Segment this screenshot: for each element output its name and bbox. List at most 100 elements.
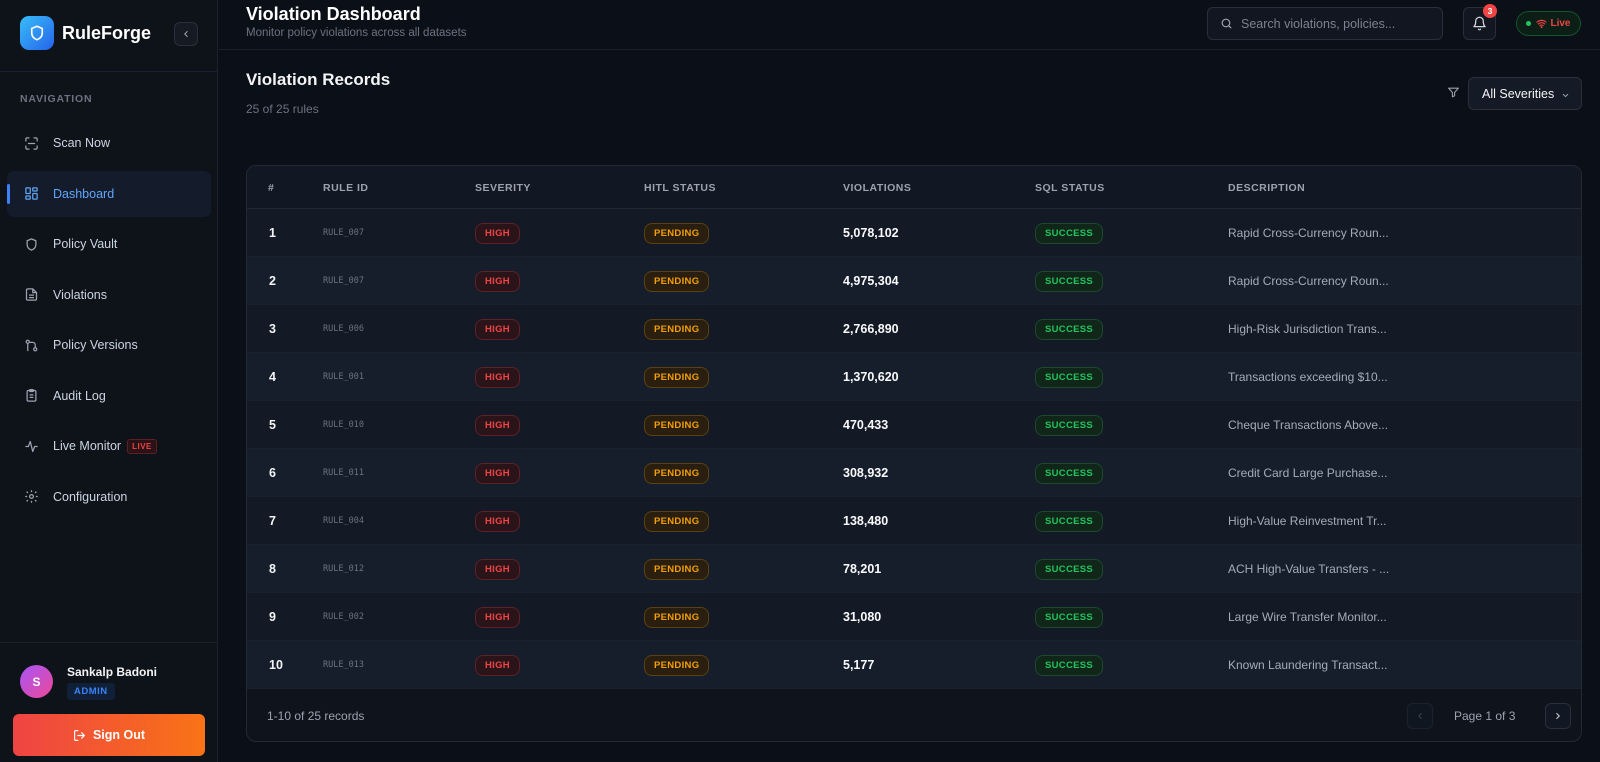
table-cell: HIGH	[475, 305, 520, 353]
table-cell: RULE_001	[323, 353, 364, 401]
user-role-badge: ADMIN	[67, 683, 115, 700]
column-header-number[interactable]: #	[268, 182, 275, 194]
prev-page-button[interactable]	[1407, 703, 1433, 729]
table-row[interactable]: 9 RULE_002 HIGH PENDING 31,080 SUCCESS Large W…	[247, 593, 1581, 641]
violations-count: 31,080	[843, 610, 882, 624]
rule-description: Known Laundering Transact...	[1228, 658, 1388, 672]
collapse-sidebar-button[interactable]	[174, 22, 198, 46]
rule-description: ACH High-Value Transfers - ...	[1228, 562, 1390, 576]
table-footer: 1-10 of 25 records Page 1 of 3	[247, 690, 1581, 741]
table-row[interactable]: 8 RULE_012 HIGH PENDING 78,201 SUCCESS ACH Hig…	[247, 545, 1581, 593]
table-row[interactable]: 10 RULE_013 HIGH PENDING 5,177 SUCCESS Known L…	[247, 641, 1581, 689]
table-cell: PENDING	[644, 209, 710, 257]
table-row[interactable]: 2 RULE_007 HIGH PENDING 4,975,304 SUCCESS Rapi…	[247, 257, 1581, 305]
notification-count-badge: 3	[1483, 4, 1497, 18]
violations-count: 4,975,304	[843, 274, 899, 288]
column-header-sql-status[interactable]: SQL STATUS	[1035, 182, 1105, 194]
table-cell: PENDING	[644, 449, 710, 497]
filter-icon	[1447, 86, 1460, 104]
git-branch-icon	[23, 337, 39, 353]
table-cell: PENDING	[644, 305, 710, 353]
live-label: Live	[1550, 18, 1571, 29]
live-status-indicator[interactable]: Live	[1516, 11, 1581, 36]
severity-filter-value: All Severities	[1482, 86, 1555, 101]
violations-count: 2,766,890	[843, 322, 899, 336]
topbar: Violation Dashboard Monitor policy viola…	[219, 0, 1600, 50]
divider	[0, 71, 218, 72]
violations-count: 5,078,102	[843, 226, 899, 240]
rule-id: RULE_010	[323, 420, 364, 430]
table-cell: SUCCESS	[1035, 401, 1104, 449]
table-header: # RULE ID SEVERITY HITL STATUS VIOLATION…	[247, 166, 1581, 209]
hitl-status-badge: PENDING	[644, 558, 710, 580]
table-cell: PENDING	[644, 497, 710, 545]
table-cell: SUCCESS	[1035, 449, 1104, 497]
section-subtitle: 25 of 25 rules	[246, 102, 319, 116]
page-subtitle: Monitor policy violations across all dat…	[246, 27, 467, 39]
rule-id: RULE_001	[323, 372, 364, 382]
search-box[interactable]	[1207, 7, 1443, 40]
hitl-status-badge: PENDING	[644, 654, 710, 676]
table-row[interactable]: 6 RULE_011 HIGH PENDING 308,932 SUCCESS Credit…	[247, 449, 1581, 497]
violations-count: 5,177	[843, 658, 875, 672]
row-number: 7	[269, 514, 276, 528]
brand[interactable]: RuleForge	[20, 16, 198, 50]
table-cell: High-Value Reinvestment Tr...	[1228, 497, 1387, 545]
column-header-description[interactable]: DESCRIPTION	[1228, 182, 1306, 194]
row-number: 9	[269, 610, 276, 624]
sidebar-item-policy-versions[interactable]: Policy Versions	[7, 322, 211, 368]
table-cell: 2,766,890	[843, 305, 899, 353]
rule-id: RULE_013	[323, 660, 364, 670]
activity-icon	[23, 438, 39, 454]
sql-status-badge: SUCCESS	[1035, 558, 1104, 580]
logout-icon	[73, 729, 85, 741]
sql-status-badge: SUCCESS	[1035, 510, 1104, 532]
hitl-status-badge: PENDING	[644, 366, 710, 388]
rule-id: RULE_012	[323, 564, 364, 574]
sidebar-item-scan-now[interactable]: Scan Now	[7, 120, 211, 166]
sidebar-item-policy-vault[interactable]: Policy Vault	[7, 221, 211, 267]
sidebar-item-violations[interactable]: Violations	[7, 272, 211, 318]
table-cell: 5	[269, 401, 276, 449]
violations-count: 308,932	[843, 466, 889, 480]
table-cell: SUCCESS	[1035, 257, 1104, 305]
sidebar-item-audit-log[interactable]: Audit Log	[7, 373, 211, 419]
column-header-severity[interactable]: SEVERITY	[475, 182, 531, 194]
table-row[interactable]: 3 RULE_006 HIGH PENDING 2,766,890 SUCCESS High…	[247, 305, 1581, 353]
sign-out-button[interactable]: Sign Out	[13, 714, 205, 756]
table-row[interactable]: 1 RULE_007 HIGH PENDING 5,078,102 SUCCESS Rapi…	[247, 209, 1581, 257]
table-cell: SUCCESS	[1035, 497, 1104, 545]
severity-badge: HIGH	[475, 606, 520, 628]
table-cell: 3	[269, 305, 276, 353]
sidebar-item-live-monitor[interactable]: Live Monitor LIVE	[7, 423, 211, 469]
table-cell: RULE_007	[323, 209, 364, 257]
search-input[interactable]	[1241, 16, 1431, 31]
next-page-button[interactable]	[1545, 703, 1571, 729]
avatar[interactable]: S	[20, 665, 53, 698]
sidebar-item-dashboard[interactable]: Dashboard	[7, 170, 211, 217]
column-header-rule-id[interactable]: RULE ID	[323, 182, 369, 194]
sql-status-badge: SUCCESS	[1035, 222, 1104, 244]
sql-status-badge: SUCCESS	[1035, 414, 1104, 436]
column-header-hitl-status[interactable]: HITL STATUS	[644, 182, 716, 194]
shield-icon	[23, 236, 39, 252]
column-header-violations[interactable]: VIOLATIONS	[843, 182, 912, 194]
table-row[interactable]: 5 RULE_010 HIGH PENDING 470,433 SUCCESS Cheque…	[247, 401, 1581, 449]
severity-badge: HIGH	[475, 222, 520, 244]
rule-id: RULE_011	[323, 468, 364, 478]
shield-logo-icon	[20, 16, 54, 50]
table-cell: Cheque Transactions Above...	[1228, 401, 1388, 449]
sidebar-item-configuration[interactable]: Configuration	[7, 474, 211, 520]
table-cell: PENDING	[644, 401, 710, 449]
violations-count: 470,433	[843, 418, 889, 432]
table-cell: 1,370,620	[843, 353, 899, 401]
violations-count: 78,201	[843, 562, 882, 576]
table-cell: SUCCESS	[1035, 593, 1104, 641]
severity-filter-select[interactable]: All Severities	[1468, 77, 1582, 110]
table-cell: RULE_011	[323, 449, 364, 497]
table-row[interactable]: 4 RULE_001 HIGH PENDING 1,370,620 SUCCESS Tran…	[247, 353, 1581, 401]
table-cell: 308,932	[843, 449, 888, 497]
table-cell: 31,080	[843, 593, 881, 641]
chevron-right-icon	[1556, 712, 1560, 720]
table-row[interactable]: 7 RULE_004 HIGH PENDING 138,480 SUCCESS High-V…	[247, 497, 1581, 545]
